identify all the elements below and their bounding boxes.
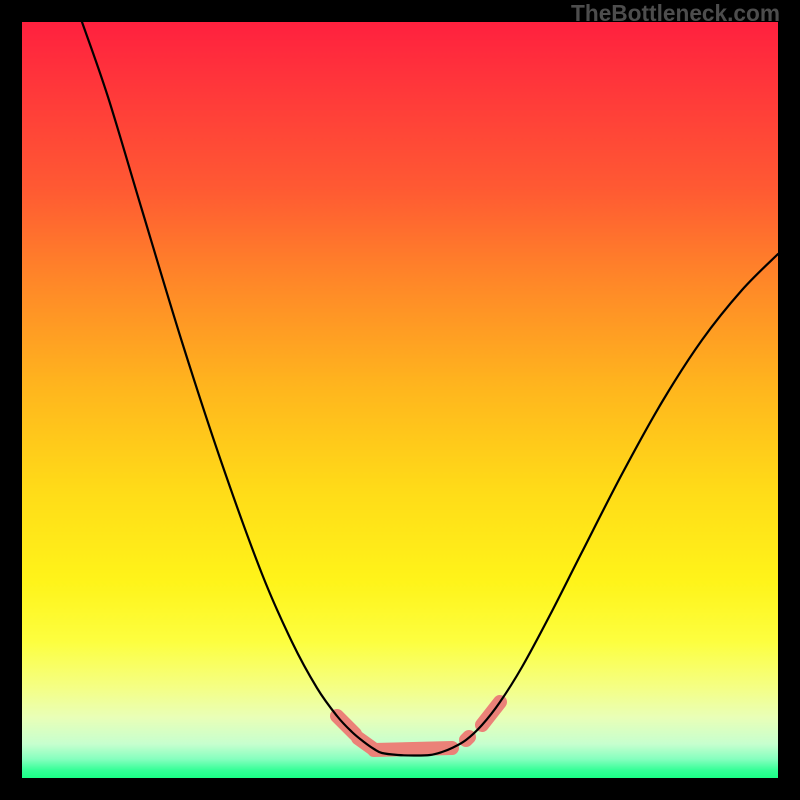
watermark-text: TheBottleneck.com	[571, 0, 780, 27]
chart-frame: TheBottleneck.com	[0, 0, 800, 800]
plot-area	[22, 22, 778, 778]
gradient-background	[22, 22, 778, 778]
